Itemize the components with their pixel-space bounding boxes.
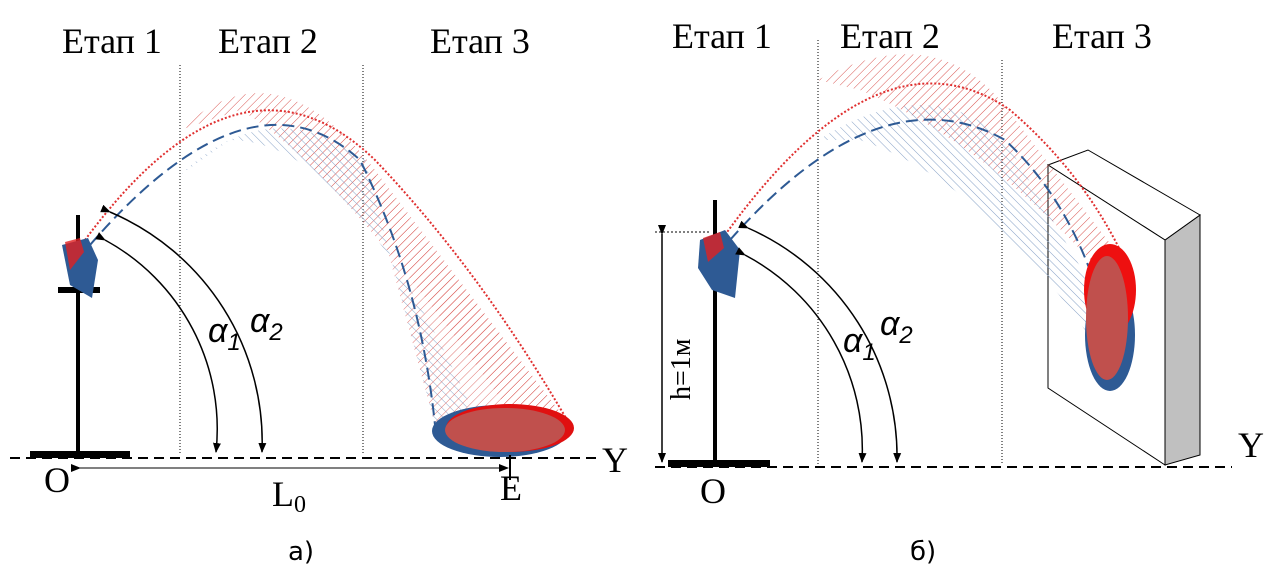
angle-label: α2 (880, 305, 913, 349)
blue-band (818, 105, 1100, 330)
target-fill (445, 408, 565, 452)
stage-label: Етап 3 (430, 21, 530, 61)
origin-label: O (700, 471, 726, 511)
end-label: E (500, 468, 522, 508)
height-label: h=1м (666, 338, 697, 400)
stage-label: Етап 1 (62, 21, 162, 61)
angle-arc (735, 247, 867, 463)
axis-label: Y (602, 440, 628, 480)
wall-side (1164, 214, 1201, 466)
launcher-red (703, 232, 724, 262)
distance-label: L0 (272, 474, 306, 518)
stage-label: Етап 2 (218, 21, 318, 61)
panel-b: Етап 1 Етап 2 Етап 3 h=1м α1 α2 Y O б) (655, 16, 1264, 567)
axis-label: Y (1238, 425, 1264, 465)
red-band (818, 54, 1115, 266)
stage-label: Етап 1 (672, 16, 772, 56)
angle-arc (95, 232, 221, 453)
angle-label: α1 (843, 322, 876, 366)
origin-label: O (44, 460, 70, 500)
red-cone (363, 160, 570, 425)
base (668, 460, 770, 467)
blue-trajectory (729, 118, 1101, 301)
caption: а) (288, 537, 314, 567)
caption: б) (910, 537, 936, 567)
launcher-red (65, 238, 84, 270)
base (30, 451, 130, 458)
red-trajectory (84, 109, 571, 426)
angle-label: α1 (208, 312, 241, 356)
target-fill (1086, 256, 1128, 380)
red-trajectory (724, 82, 1121, 251)
panel-a: Етап 1 Етап 2 Етап 3 α1 α2 Y O L0 E а) (10, 21, 628, 567)
stage-label: Етап 2 (840, 16, 940, 56)
angle-label: α2 (250, 302, 283, 346)
stage-label: Етап 3 (1052, 16, 1152, 56)
angle-arc (100, 204, 267, 453)
